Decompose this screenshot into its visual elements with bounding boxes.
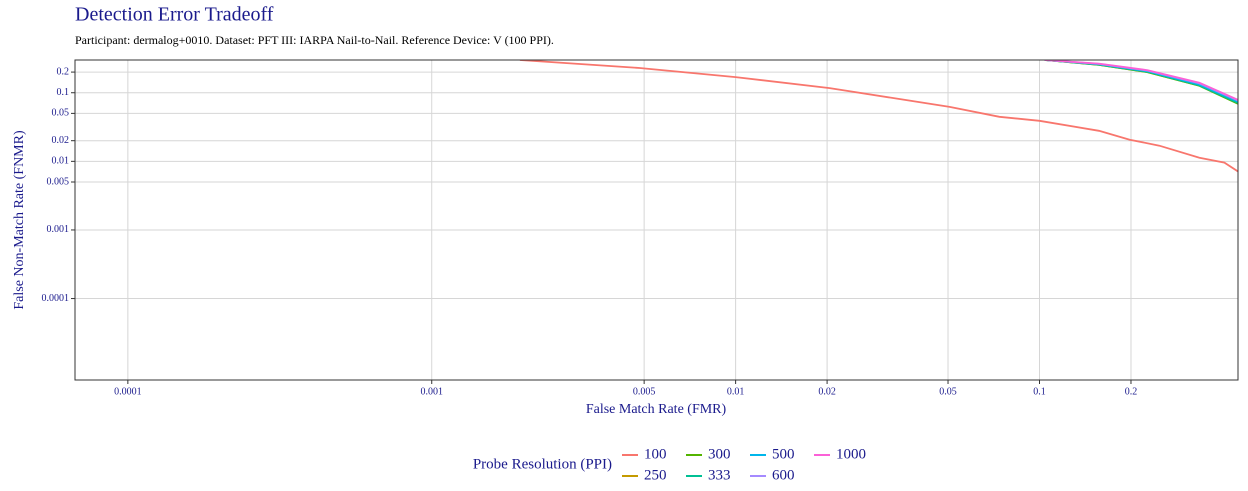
x-axis-label: False Match Rate (FMR) — [586, 402, 727, 417]
series-line — [519, 60, 1238, 173]
y-tick-label: 0.02 — [52, 135, 70, 146]
x-tick-label: 0.1 — [1033, 386, 1046, 397]
series-line — [1044, 60, 1238, 101]
legend-label: 600 — [772, 467, 795, 483]
x-tick-label: 0.02 — [818, 386, 836, 397]
y-axis-label: False Non-Match Rate (FNMR) — [12, 130, 27, 310]
y-tick-label: 0.2 — [57, 66, 70, 77]
x-tick-label: 0.05 — [939, 386, 957, 397]
x-tick-label: 0.005 — [633, 386, 656, 397]
legend-label: 1000 — [836, 446, 866, 462]
y-tick-label: 0.001 — [47, 224, 70, 235]
plot-lines — [519, 60, 1238, 173]
y-tick-label: 0.0001 — [42, 293, 70, 304]
plot-border — [74, 59, 1239, 381]
x-tick-label: 0.0001 — [114, 386, 142, 397]
x-tick-label: 0.01 — [727, 386, 745, 397]
chart-title: Detection Error Tradeoff — [75, 4, 274, 26]
y-tick-label: 0.05 — [52, 108, 70, 119]
legend-label: 333 — [708, 467, 731, 483]
plot-background — [75, 60, 1238, 380]
y-tick-label: 0.005 — [47, 176, 70, 187]
legend-label: 250 — [644, 467, 667, 483]
y-tick-label: 0.1 — [57, 87, 70, 98]
legend-label: 500 — [772, 446, 795, 462]
legend-label: 100 — [644, 446, 667, 462]
x-tick-label: 0.001 — [420, 386, 443, 397]
y-tick-label: 0.01 — [52, 156, 70, 167]
chart-subtitle: Participant: dermalog+0010. Dataset: PFT… — [75, 33, 554, 47]
legend-label: 300 — [708, 446, 731, 462]
x-tick-label: 0.2 — [1125, 386, 1138, 397]
legend-title: Probe Resolution (PPI) — [473, 456, 612, 472]
